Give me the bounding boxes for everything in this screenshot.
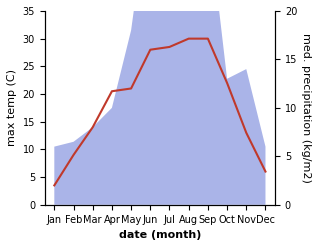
Y-axis label: max temp (C): max temp (C) xyxy=(7,69,17,146)
X-axis label: date (month): date (month) xyxy=(119,230,201,240)
Y-axis label: med. precipitation (kg/m2): med. precipitation (kg/m2) xyxy=(301,33,311,183)
